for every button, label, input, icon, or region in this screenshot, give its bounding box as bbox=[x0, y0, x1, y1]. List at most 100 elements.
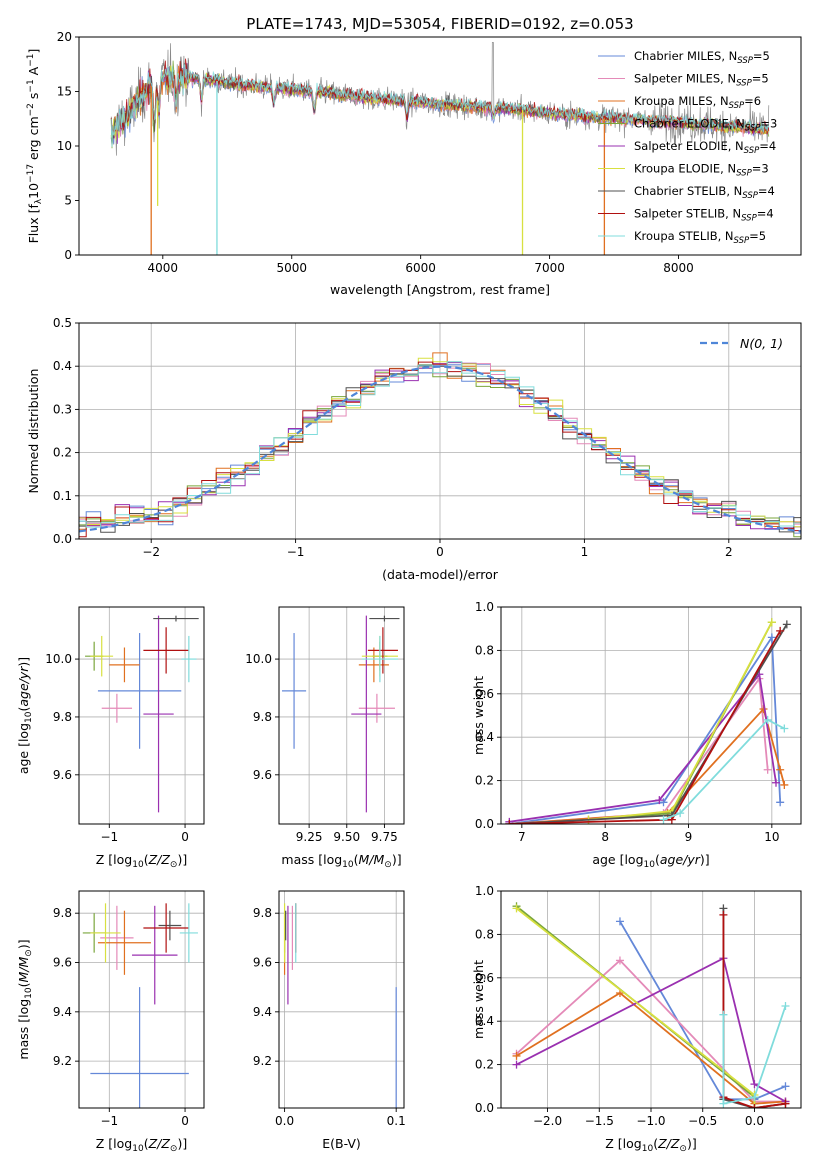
legend-sub: SSP bbox=[742, 191, 758, 201]
weight-marker-salpeter_stelib bbox=[719, 910, 728, 919]
legend-text: Kroupa STELIB, N bbox=[634, 229, 734, 243]
y-tick-label: 0.2 bbox=[475, 774, 494, 788]
label-part: Flux [f bbox=[26, 204, 41, 244]
weight-marker-kroupa_elodie bbox=[512, 904, 521, 913]
x-tick-label: 9.25 bbox=[296, 830, 323, 844]
legend-label-salpeter_elodie: Salpeter ELODIE, NSSP=4 bbox=[634, 139, 776, 156]
weight-marker-salpeter_elodie bbox=[750, 1080, 759, 1089]
x-tick-label: 5000 bbox=[276, 261, 307, 275]
label-part: ] bbox=[26, 49, 41, 54]
x-axis-label: age [log10(age/yr)] bbox=[592, 852, 709, 870]
weight-marker-kroupa_stelib bbox=[781, 1002, 790, 1011]
y-tick-label: 0.6 bbox=[475, 687, 494, 701]
weight-marker-kroupa_stelib bbox=[676, 809, 685, 818]
label-part: 10 bbox=[24, 711, 34, 723]
y-tick-label: 0.0 bbox=[53, 532, 72, 546]
legend-tail: =6 bbox=[744, 94, 761, 108]
axes-frame bbox=[78, 606, 205, 825]
x-tick-label: −2 bbox=[142, 545, 160, 559]
x-tick-label: 0.0 bbox=[275, 1114, 294, 1128]
weight-marker-salpeter_stelib bbox=[781, 1099, 790, 1108]
plot-area bbox=[79, 352, 801, 538]
weight-marker-chabrier_miles bbox=[781, 1082, 790, 1091]
y-tick-label: 9.4 bbox=[53, 1005, 72, 1019]
normal-curve bbox=[79, 365, 801, 533]
label-part: ⊙ bbox=[24, 949, 34, 957]
legend-label-chabrier_stelib: Chabrier STELIB, NSSP=4 bbox=[634, 184, 775, 201]
axes-frame bbox=[278, 606, 405, 825]
x-tick-label: 7000 bbox=[534, 261, 565, 275]
legend-sub: SSP bbox=[737, 56, 753, 66]
legend-text: Kroupa ELODIE, N bbox=[634, 162, 736, 176]
weight-marker-kroupa_stelib bbox=[763, 715, 772, 724]
legend-label-kroupa_miles: Kroupa MILES, NSSP=6 bbox=[634, 94, 761, 111]
x-tick-label: 9.50 bbox=[333, 830, 360, 844]
weight-marker-kroupa_stelib bbox=[719, 1010, 728, 1019]
x-tick-label: −1 bbox=[287, 545, 305, 559]
legend-sub: SSP bbox=[736, 169, 752, 179]
y-tick-label: 9.8 bbox=[53, 906, 72, 920]
label-part: 10 bbox=[342, 860, 354, 870]
mass-vs-ebv-panel: 0.0 0.1 9.2 9.4 9.6 9.8 E(B-V) bbox=[253, 890, 406, 1151]
x-tick-label: 0 bbox=[436, 545, 444, 559]
weight-marker-salpeter_miles bbox=[615, 956, 624, 965]
weight-marker-salpeter_stelib bbox=[776, 626, 785, 635]
y-axis-label: mass weight bbox=[471, 676, 486, 755]
axes-frame bbox=[78, 890, 205, 1109]
label-part: Z [log bbox=[605, 1136, 641, 1151]
weight-marker-kroupa_miles bbox=[512, 1051, 521, 1060]
x-tick-label: 6000 bbox=[405, 261, 436, 275]
label-part: M/M bbox=[359, 852, 385, 867]
spectrum-panel: 4000 5000 6000 7000 8000 0 5 10 15 20 wavelength [… bbox=[26, 30, 802, 297]
weight-line-kroupa_stelib bbox=[663, 718, 785, 821]
plot-area bbox=[85, 615, 199, 813]
legend-tail: =5 bbox=[753, 49, 770, 63]
weight-marker-salpeter_stelib bbox=[750, 1104, 759, 1108]
y-tick-label: 0.0 bbox=[475, 1101, 494, 1115]
plot-area bbox=[82, 903, 198, 1108]
x-tick-label: −0.5 bbox=[688, 1114, 717, 1128]
y-tick-label: 9.8 bbox=[253, 710, 272, 724]
label-part: 10 bbox=[644, 860, 656, 870]
weight-line-salpeter_miles bbox=[509, 676, 769, 824]
label-part: ( bbox=[16, 982, 31, 987]
label-part: mass [log bbox=[281, 852, 342, 867]
weight-marker-kroupa_stelib bbox=[719, 1099, 728, 1108]
label-part: 10 bbox=[26, 183, 41, 199]
label-part: mass [log bbox=[16, 999, 31, 1060]
label-part: Z/Z bbox=[148, 852, 171, 867]
y-tick-label: 0.4 bbox=[475, 730, 494, 744]
y-tick-label: 9.2 bbox=[253, 1054, 272, 1068]
weight-marker-salpeter_elodie bbox=[772, 778, 780, 787]
y-tick-label: 9.2 bbox=[53, 1054, 72, 1068]
y-tick-label: 9.6 bbox=[253, 768, 272, 782]
weight-marker-chabrier_miles bbox=[615, 917, 624, 926]
legend-sub: SSP bbox=[745, 124, 761, 134]
legend-text: Chabrier STELIB, N bbox=[634, 184, 742, 198]
y-tick-label: 9.6 bbox=[53, 768, 72, 782]
label-part: ( bbox=[144, 1136, 149, 1151]
label-part: 10 bbox=[24, 987, 34, 999]
label-part: −17 bbox=[26, 164, 36, 183]
label-part: Z [log bbox=[96, 1136, 132, 1151]
label-part: )] bbox=[392, 852, 402, 867]
weight-line-salpeter_miles bbox=[515, 959, 786, 1103]
legend-label-kroupa_stelib: Kroupa STELIB, NSSP=5 bbox=[634, 229, 766, 246]
y-tick-label: 1.0 bbox=[475, 600, 494, 614]
legend-tail: =4 bbox=[758, 184, 775, 198]
label-part: M/M bbox=[16, 956, 31, 982]
y-tick-label: 15 bbox=[57, 85, 72, 99]
y-tick-label: 9.4 bbox=[253, 1005, 272, 1019]
legend-label-chabrier_miles: Chabrier MILES, NSSP=5 bbox=[634, 49, 770, 66]
y-tick-label: 0.6 bbox=[475, 971, 494, 985]
label-part: λ bbox=[34, 198, 44, 204]
weight-line-kroupa_miles bbox=[516, 991, 786, 1105]
label-part: A bbox=[26, 66, 41, 79]
legend-text: Chabrier ELODIE, N bbox=[634, 117, 745, 131]
legend-sub: SSP bbox=[729, 101, 745, 111]
y-tick-label: 0.0 bbox=[475, 817, 494, 831]
label-part: Z/Z bbox=[148, 1136, 171, 1151]
label-part: Z [log bbox=[96, 852, 132, 867]
y-tick-label: 10 bbox=[57, 139, 72, 153]
